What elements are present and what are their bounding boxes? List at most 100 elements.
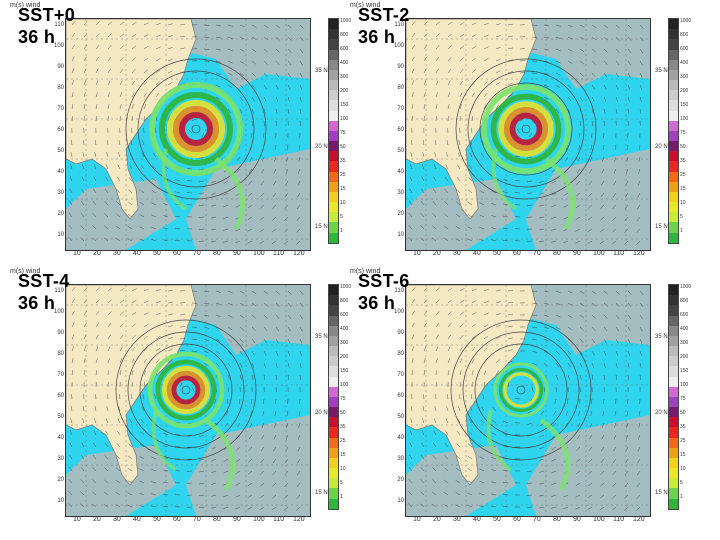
x-tick-label: 100	[593, 250, 605, 257]
x-tick-label: 30	[453, 516, 461, 523]
colorbar-tick-label: 5	[680, 480, 683, 486]
colorbar-tick-label: 35	[340, 424, 346, 430]
y-tick-label: 90	[397, 330, 404, 336]
rain-band	[503, 372, 539, 408]
colorbar-tick-label: 25	[680, 438, 686, 444]
isobar	[139, 343, 233, 437]
panel-top-label: m(s) wind	[10, 268, 41, 275]
cloud-area	[526, 415, 650, 516]
cloud-area	[406, 179, 516, 250]
panel-sst6: m(s) wind 110 100 90 80 70 60 50 40 30 20 10 SST-6…	[350, 268, 691, 523]
x-tick-label: 110	[613, 250, 625, 257]
y-tick-label: 10	[397, 498, 404, 504]
colorbar-tick-label: 1	[680, 494, 683, 500]
rain-band	[151, 409, 178, 472]
colorbar-tick-label: 25	[680, 172, 686, 178]
panel-time-label: 36 h	[18, 293, 56, 313]
y-tick-label: 90	[57, 330, 64, 336]
lat-label: 35 N	[655, 334, 668, 340]
lat-label: 15 N	[315, 224, 328, 230]
x-tick-label: 10	[73, 516, 81, 523]
rain-band	[486, 409, 513, 472]
y-axis-labels: 110 100 90 80 70 60 50 40 30 20 10	[390, 284, 404, 515]
colorbar-tick-label: 600	[680, 312, 689, 318]
colorbar-tick-label: 5	[680, 214, 683, 220]
rain-band	[167, 100, 225, 158]
x-tick-label: 30	[453, 250, 461, 257]
panel-title: SST-6 36 h	[358, 270, 410, 314]
storm-eye	[191, 124, 201, 134]
colorbar-tick-label: 1	[680, 228, 683, 234]
y-tick-label: 30	[397, 456, 404, 462]
colorbar-tick-label: 75	[340, 396, 346, 402]
colorbar-tick-label: 50	[680, 144, 686, 150]
x-tick-label: 60	[513, 250, 521, 257]
x-tick-label: 100	[593, 516, 605, 523]
rain-band	[544, 157, 576, 231]
colorbar-tick-label: 400	[340, 326, 349, 332]
colorbar-tick-label: 800	[340, 32, 349, 38]
colorbar-tick-label: 100	[680, 382, 689, 388]
colorbar-tick-label: 1	[340, 494, 343, 500]
y-tick-label: 90	[57, 64, 64, 70]
x-tick-label: 90	[573, 516, 581, 523]
colorbar-tick-label: 15	[340, 452, 346, 458]
x-tick-label: 10	[413, 516, 421, 523]
colorbar-tick-label: 150	[340, 102, 349, 108]
colorbar-labels: 1000 800 600 400 300 200 150 100 75 50 35 25 15 10 5 1	[340, 284, 370, 508]
x-tick-label: 10	[413, 250, 421, 257]
rain-band	[155, 359, 217, 421]
lat-label: 20 N	[655, 144, 668, 150]
panel-top-label: m(s) wind	[350, 2, 381, 9]
isobar	[467, 70, 585, 188]
x-tick-label: 60	[513, 516, 521, 523]
x-tick-label: 90	[573, 250, 581, 257]
y-tick-label: 110	[394, 22, 404, 28]
isobar	[474, 343, 568, 437]
x-tick-label: 100	[253, 250, 265, 257]
y-tick-label: 40	[397, 169, 404, 175]
colorbar-tick-label: 300	[680, 340, 689, 346]
cloud-area	[406, 445, 516, 516]
colorbar-tick-label: 10	[340, 466, 346, 472]
colorbar-tick-label: 75	[340, 130, 346, 136]
lat-label: 35 N	[655, 68, 668, 74]
panel-time-label: 36 h	[358, 293, 396, 313]
colorbar-tick-label: 200	[680, 88, 689, 94]
y-tick-label: 50	[397, 148, 404, 154]
map-svg	[406, 285, 650, 516]
rain-band	[509, 112, 543, 146]
y-tick-label: 20	[397, 477, 404, 483]
colorbar-tick-label: 300	[340, 340, 349, 346]
y-tick-label: 70	[397, 106, 404, 112]
colorbar-tick-label: 1000	[680, 18, 692, 24]
y-tick-label: 80	[57, 351, 64, 357]
x-tick-label: 100	[253, 516, 265, 523]
colorbar-tick-label: 5	[340, 480, 343, 486]
rain-band	[498, 101, 554, 157]
y-tick-label: 60	[397, 393, 404, 399]
colorbar-labels: 1000 800 600 400 300 200 150 100 75 50 35 25 15 10 5 1	[340, 18, 370, 242]
y-tick-label: 70	[57, 106, 64, 112]
y-tick-label: 10	[57, 498, 64, 504]
rain-band	[490, 93, 562, 165]
x-tick-label: 50	[153, 516, 161, 523]
y-tick-label: 20	[397, 211, 404, 217]
rain-band	[171, 375, 201, 405]
rain-band	[166, 370, 206, 410]
colorbar-tick-label: 400	[680, 60, 689, 66]
colorbar-tick-label: 200	[340, 354, 349, 360]
lat-label: 15 N	[655, 224, 668, 230]
panel-time-label: 36 h	[18, 27, 56, 47]
colorbar-tick-label: 800	[340, 298, 349, 304]
y-tick-label: 110	[54, 22, 64, 28]
colorbar-tick-label: 75	[680, 130, 686, 136]
colorbar	[328, 18, 339, 244]
x-tick-label: 120	[633, 516, 645, 523]
x-tick-label: 10	[73, 250, 81, 257]
colorbar-tick-label: 35	[340, 158, 346, 164]
rain-band	[498, 367, 544, 413]
x-tick-label: 110	[613, 516, 625, 523]
y-tick-label: 80	[57, 85, 64, 91]
x-tick-label: 60	[173, 516, 181, 523]
